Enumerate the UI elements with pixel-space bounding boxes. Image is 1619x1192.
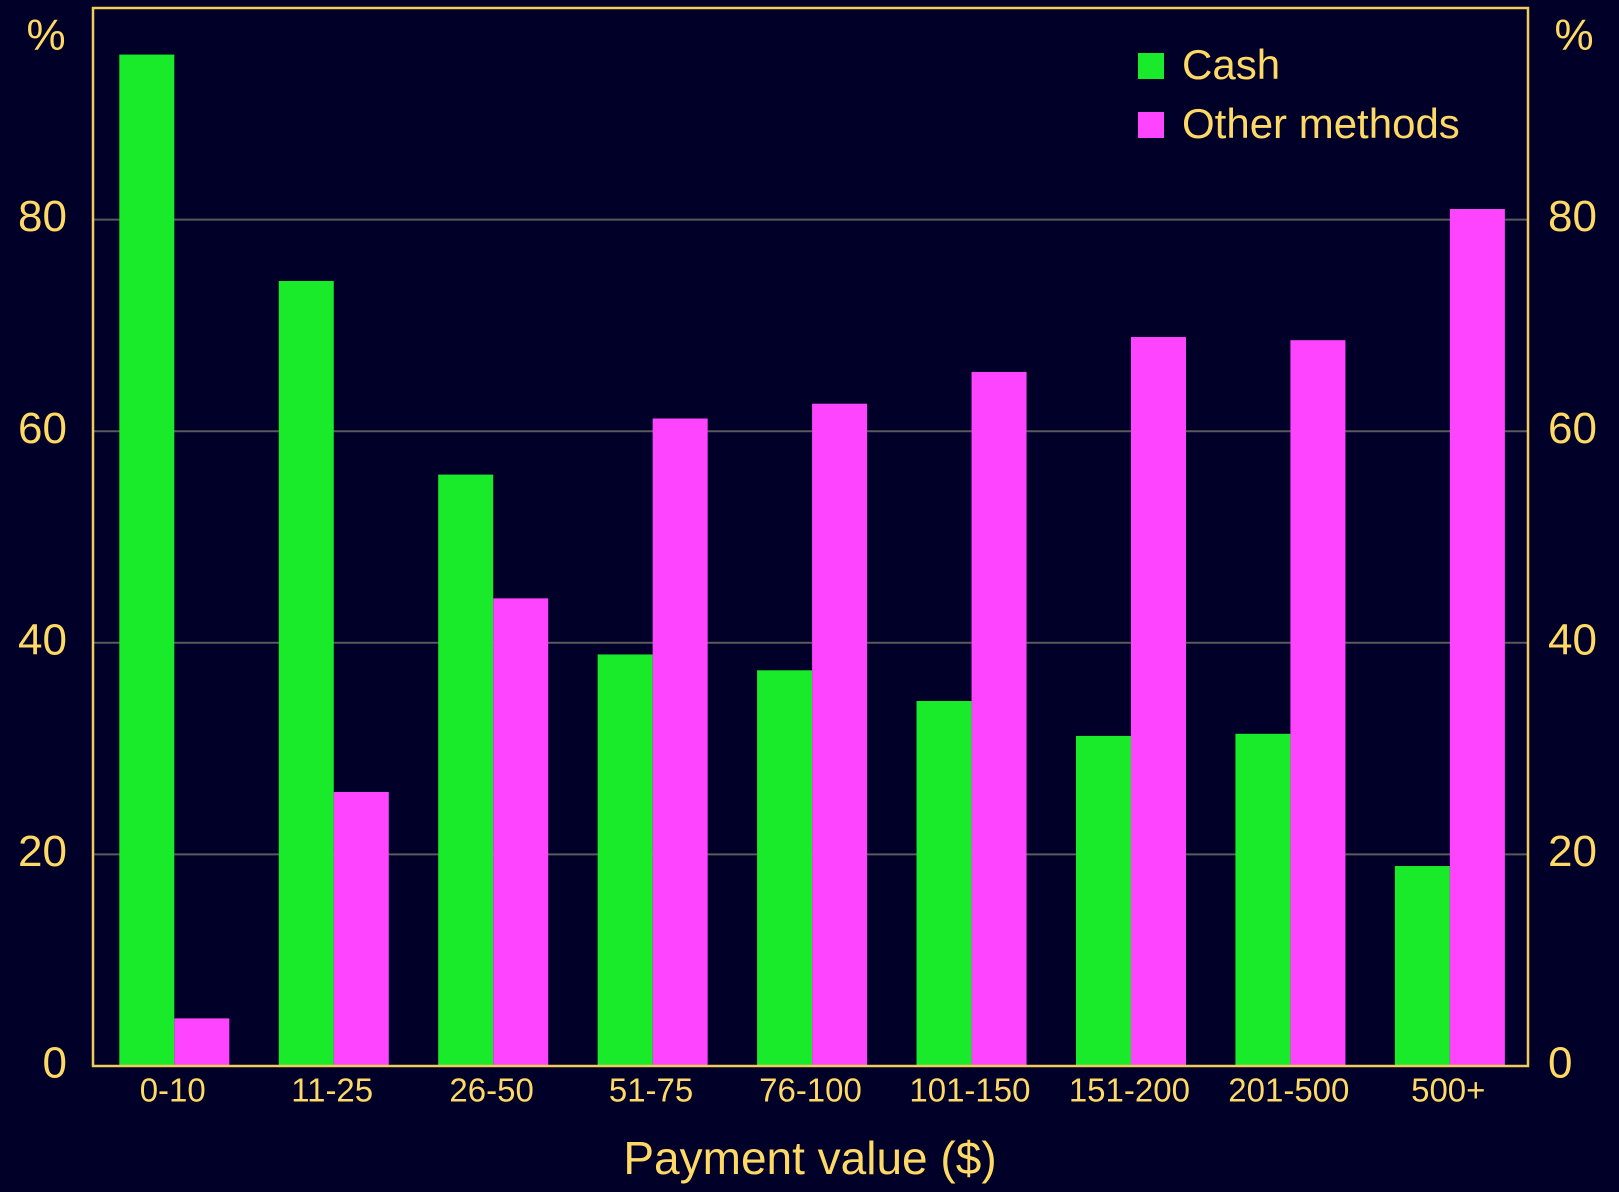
bar bbox=[1290, 340, 1346, 1066]
bar bbox=[971, 371, 1027, 1066]
x-tick-label: 76-100 bbox=[759, 1072, 862, 1109]
bar bbox=[916, 700, 972, 1066]
legend-swatch bbox=[1138, 53, 1164, 79]
legend-label: Cash bbox=[1182, 41, 1280, 88]
y-tick-label: 20 bbox=[18, 827, 67, 876]
y2-tick-label: 0 bbox=[1548, 1039, 1572, 1088]
bar bbox=[438, 474, 494, 1066]
bar bbox=[333, 791, 389, 1066]
bar bbox=[757, 670, 813, 1066]
y-tick-label: 80 bbox=[18, 192, 67, 241]
legend-swatch bbox=[1138, 112, 1164, 138]
bar bbox=[812, 403, 868, 1066]
x-tick-label: 11-25 bbox=[291, 1072, 373, 1109]
x-tick-label: 0-10 bbox=[140, 1072, 206, 1109]
x-tick-label: 201-500 bbox=[1228, 1072, 1349, 1109]
bar bbox=[278, 280, 334, 1066]
y2-axis-label: % bbox=[1554, 11, 1593, 60]
x-axis-label: Payment value ($) bbox=[623, 1132, 996, 1184]
plot-frame bbox=[91, 6, 1530, 1068]
x-tick-label: 500+ bbox=[1411, 1072, 1485, 1109]
x-tick-label: 151-200 bbox=[1069, 1072, 1190, 1109]
y-tick-label: 0 bbox=[43, 1039, 67, 1088]
bar bbox=[493, 598, 549, 1066]
bar bbox=[1235, 733, 1291, 1066]
y2-tick-label: 40 bbox=[1548, 615, 1597, 664]
bar bbox=[174, 1018, 230, 1066]
legend-label: Other methods bbox=[1182, 100, 1460, 147]
x-tick-label: 101-150 bbox=[909, 1072, 1030, 1109]
y-tick-label: 40 bbox=[18, 615, 67, 664]
y-axis-label: % bbox=[26, 11, 65, 60]
y2-tick-label: 80 bbox=[1548, 192, 1597, 241]
bar bbox=[1449, 209, 1505, 1066]
bar bbox=[1075, 735, 1131, 1066]
y2-tick-label: 60 bbox=[1548, 404, 1597, 453]
bar bbox=[119, 54, 175, 1066]
bar bbox=[597, 654, 653, 1066]
x-tick-label: 51-75 bbox=[609, 1072, 693, 1109]
bar bbox=[1130, 337, 1186, 1067]
x-tick-label: 26-50 bbox=[449, 1072, 533, 1109]
bar bbox=[652, 418, 708, 1066]
y2-tick-label: 20 bbox=[1548, 827, 1597, 876]
bar bbox=[1394, 866, 1450, 1066]
y-tick-label: 60 bbox=[18, 404, 67, 453]
